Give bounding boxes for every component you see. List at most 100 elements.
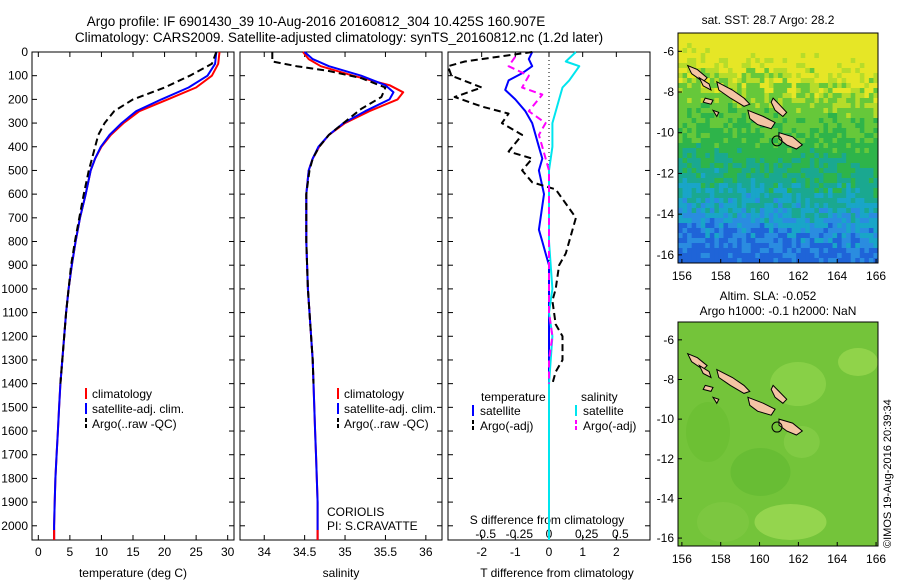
x-axis-label: T difference from climatology [480,566,634,580]
island [770,97,788,118]
legend-label: Argo(-adj) [480,419,533,433]
map-x-tick-label: 158 [711,552,731,566]
series-line-argo_salinity [507,56,554,384]
island [778,132,804,150]
map-subtitle: Argo h1000: -0.1 h2000: NaN [700,304,857,318]
legend-label: satellite-adj. clim. [92,402,184,416]
island [698,76,712,92]
island [686,64,708,83]
x-tick-label: 25 [189,545,203,559]
map-sst_map: 156 158 160 162 164 166 -6 -8 -10 -12 -14 -16 sat. S… [657,13,887,283]
s-tick-label: 0.25 [575,527,599,541]
panel-temperature: 0 5 10 15 20 25 300100200300400500600700800900… [1,45,234,580]
series-line-satellite [504,51,550,540]
sla-anomaly-patch [838,348,878,376]
x-tick-label: 15 [126,545,140,559]
y-tick-label: 1400 [1,377,28,391]
sla-anomaly-patch [730,448,791,496]
s-tick-label: -0.25 [506,527,534,541]
sla-anomaly-patch [754,504,827,540]
argo-location-marker [771,421,783,433]
header-line-2: Climatology: CARS2009. Satellite-adjuste… [75,30,603,45]
x-tick-label: -1 [510,545,521,559]
y-tick-label: 1800 [1,471,28,485]
argo-location-marker [771,135,783,147]
map-y-tick-label: -6 [663,333,674,347]
plot-frame [239,51,443,541]
y-tick-label: 1300 [1,353,28,367]
map-x-tick-label: 158 [711,269,731,283]
series-line-argo [271,52,387,384]
y-tick-label: 1600 [1,424,28,438]
map-x-tick-label: 156 [672,552,692,566]
x-axis-label: salinity [323,566,360,580]
map-y-tick-label: -10 [657,412,675,426]
map-y-tick-label: -16 [657,531,675,545]
imos-watermark: ©IMOS 19-Aug-2016 20:39:34 [882,399,894,548]
map-x-tick-label: 156 [672,269,692,283]
island [711,109,720,118]
map-title: Altim. SLA: -0.052 [720,289,817,303]
map-x-tick-label: 164 [827,552,847,566]
map-y-tick-label: -6 [663,44,674,58]
y-tick-label: 1700 [1,448,28,462]
plot-frame [31,51,235,541]
float-annotation: CORIOLIS [327,505,384,519]
series-line-argo [59,51,218,384]
y-tick-label: 2000 [1,519,28,533]
header-line-1: Argo profile: IF 6901430_39 10-Aug-2016 … [87,14,546,29]
x-tick-label: 0 [546,545,553,559]
y-tick-label: 100 [8,69,28,83]
island [702,384,714,392]
sla-anomaly-patch [686,402,730,462]
island [698,364,712,379]
x-tick-label: 1 [579,545,586,559]
legend-label: Argo(..raw -QC) [344,417,429,431]
y-tick-label: 1000 [1,282,28,296]
map-x-tick-label: 164 [827,269,847,283]
y-tick-label: 1100 [2,306,28,320]
map-frame [677,321,879,547]
y-tick-label: 200 [8,92,28,106]
y-tick-label: 600 [8,187,28,201]
panel-difference: -2 -1 0 1 2 T difference from climatology S di… [447,51,651,580]
map-y-tick-label: -16 [657,248,675,262]
map-title: sat. SST: 28.7 Argo: 28.2 [702,13,835,27]
x-tick-label: -2 [476,545,487,559]
legend-label: satellite [480,404,521,418]
map-y-tick-label: -12 [657,452,675,466]
map-x-tick-label: 160 [750,269,770,283]
series-line-argo [447,51,577,384]
y-tick-label: 1900 [1,495,28,509]
map-sla_map: 156 158 160 162 164 166 -6 -8 -10 -12 -14 -16 Altim.… [657,289,887,566]
map-x-tick-label: 162 [788,552,808,566]
x-tick-label: 20 [158,545,172,559]
x-tick-label: 0 [35,545,42,559]
island [711,396,720,405]
island [716,80,751,107]
x-tick-label: 34 [258,545,272,559]
map-y-tick-label: -14 [657,207,675,221]
x-axis-label: temperature (deg C) [79,566,187,580]
y-tick-label: 700 [8,211,28,225]
legend-label: climatology [92,387,152,401]
map-x-tick-label: 162 [788,269,808,283]
map-y-tick-label: -10 [657,126,675,140]
map-x-tick-label: 166 [866,552,886,566]
legend-header: salinity [581,390,618,404]
map-field [678,33,878,263]
y-tick-label: 0 [21,45,28,59]
legend-label: climatology [344,387,404,401]
legend-label: Argo(..raw -QC) [92,417,177,431]
y-tick-label: 800 [8,235,28,249]
map-x-tick-label: 166 [866,269,886,283]
y-tick-label: 300 [8,116,28,130]
island [747,109,776,130]
legend-label: satellite-adj. clim. [344,402,436,416]
y-tick-label: 1200 [1,329,28,343]
x-tick-label: 30 [221,545,235,559]
map-y-tick-label: -14 [657,491,675,505]
island [778,418,804,436]
